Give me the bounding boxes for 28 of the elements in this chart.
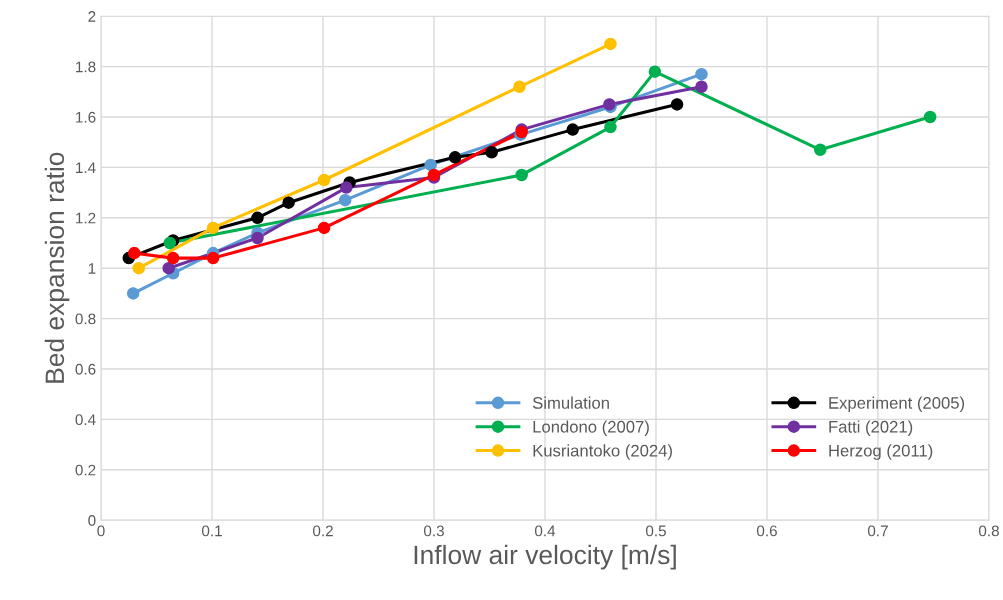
x-tick-label: 0.2 [312, 525, 333, 537]
y-tick-label: 0.8 [75, 313, 96, 325]
y-axis-title: Bed expansion ratio [44, 152, 70, 383]
x-axis-title: Inflow air velocity [m/s] [414, 544, 676, 570]
legend-label: Fatti (2021) [829, 420, 913, 436]
x-tick-label: 0.7 [867, 525, 888, 537]
legend-label: Experiment (2005) [829, 396, 965, 413]
y-tick-label: 0.2 [75, 464, 96, 476]
legend-label: Kusriantoko (2024) [533, 444, 672, 460]
y-tick-label: 0 [88, 515, 96, 526]
x-tick-label: 0 [97, 525, 105, 537]
x-tick-label: 0.1 [201, 525, 222, 537]
legend-label: Herzog (2011) [829, 444, 933, 460]
y-tick-label: 1 [88, 263, 96, 274]
y-tick-label: 1.4 [76, 162, 96, 173]
x-tick-label: 0.3 [423, 525, 444, 537]
y-tick-label: 0.4 [75, 414, 96, 426]
x-tick-label: 0.8 [978, 525, 999, 537]
y-tick-label: 1.2 [76, 212, 96, 224]
y-tick-label: 1.8 [76, 61, 96, 73]
y-tick-label: 0.6 [75, 363, 96, 375]
y-tick-label: 1.6 [76, 111, 96, 123]
legend-label: Simulation [532, 396, 609, 409]
legend-label: Londono (2007) [533, 420, 649, 436]
x-tick-label: 0.6 [756, 525, 777, 537]
y-tick-label: 2 [88, 11, 96, 22]
x-tick-label: 0.5 [645, 525, 666, 537]
x-tick-label: 0.4 [534, 525, 556, 537]
